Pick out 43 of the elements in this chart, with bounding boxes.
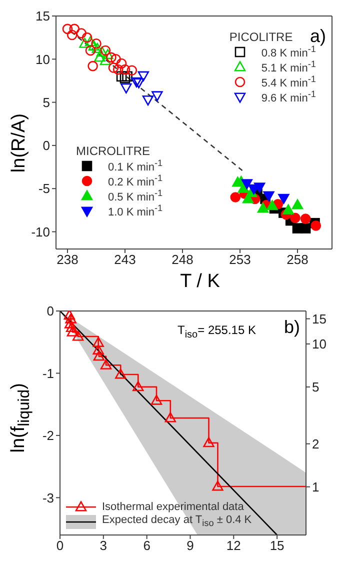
x-tick-label: 15 (270, 538, 284, 554)
y-axis-title: ln(R/A) (9, 113, 31, 173)
legend-label: 0.5 K min$^{-1}$ (108, 188, 163, 204)
legend-label: Expected decay at T$_{iso}$ ± 0.4 K (102, 514, 252, 529)
x-tick-label: 12 (226, 538, 241, 554)
y-tick-label: 5 (42, 94, 50, 110)
annotation: b) (284, 317, 300, 338)
legend-label: 1.0 K min$^{-1}$ (108, 202, 163, 218)
legend-label: 9.6 K min$^{-1}$ (261, 88, 316, 104)
y-tick-label: -5 (38, 181, 50, 196)
annotation: a) (310, 26, 326, 46)
legend-label: 0.2 K min$^{-1}$ (108, 172, 163, 188)
y-tick-label: 10 (36, 52, 50, 67)
y-tick-label: 0 (46, 304, 54, 319)
x-tick-label: 6 (143, 538, 150, 554)
y-tick-label: 0 (42, 138, 50, 154)
y-tick-label: -3 (42, 490, 54, 506)
x-tick-label: 3 (100, 538, 108, 554)
x-tick-label: 243 (114, 252, 136, 268)
legend-label: Isothermal experimental data (102, 500, 244, 512)
x-tick-label: 248 (172, 252, 194, 268)
annotation: PICOLITRE (229, 30, 293, 44)
y2-tick-label: 2 (312, 436, 320, 452)
x-tick-label: 253 (229, 252, 251, 268)
x-tick-label: 0 (56, 538, 64, 554)
y-tick-label: -10 (31, 224, 50, 240)
x-tick-label: 238 (56, 252, 78, 268)
x-tick-label: 258 (286, 252, 308, 268)
y-tick-label: -1 (42, 366, 54, 381)
y2-tick-label: 5 (312, 380, 320, 395)
legend-label: 5.1 K min$^{-1}$ (261, 58, 316, 74)
y2-tick-label: 10 (312, 336, 326, 352)
legend-label: 0.8 K min$^{-1}$ (261, 44, 316, 60)
annotation: T$_{iso}$= 255.15 K (177, 323, 256, 340)
y-tick-label: -2 (42, 428, 54, 444)
y-tick-label: 15 (36, 8, 50, 24)
y2-tick-label: 1 (312, 479, 320, 494)
y2-tick-label: 15 (312, 311, 326, 326)
x-tick-label: 9 (186, 538, 194, 554)
x-axis-title: T / K (179, 271, 221, 293)
legend-label: 5.4 K min$^{-1}$ (261, 74, 316, 90)
annotation: MICROLITRE (76, 144, 152, 158)
legend-label: 0.1 K min$^{-1}$ (108, 158, 163, 174)
